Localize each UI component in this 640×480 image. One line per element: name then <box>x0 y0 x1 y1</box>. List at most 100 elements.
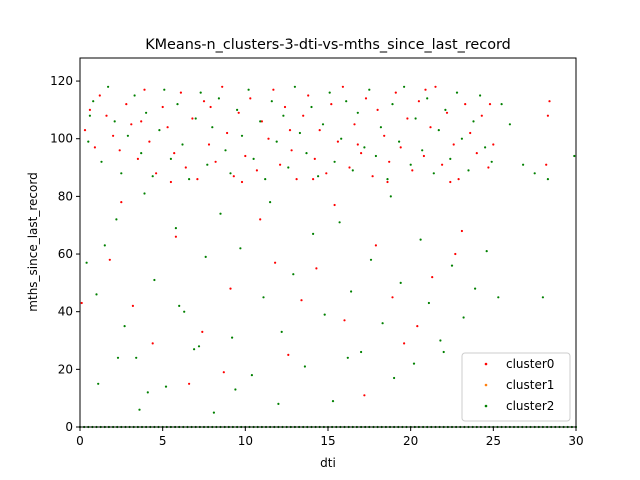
point-cluster0-63 <box>452 143 455 146</box>
point-cluster2-27 <box>252 157 255 160</box>
point-cluster0-31 <box>267 137 270 140</box>
point-cluster0-17 <box>184 166 187 169</box>
point-cluster2-106 <box>439 339 442 342</box>
y-tick-label: 60 <box>58 247 73 261</box>
point-cluster0-19 <box>196 178 199 181</box>
x-tick-label: 5 <box>159 434 167 448</box>
point-cluster0-9 <box>136 157 139 160</box>
point-cluster0-72 <box>312 178 315 181</box>
point-cluster2-104 <box>419 238 422 241</box>
legend-box <box>461 352 571 422</box>
point-cluster2-113 <box>522 163 525 166</box>
point-cluster0-0 <box>83 129 87 132</box>
point-cluster2-83 <box>212 411 215 414</box>
y-axis-label: mths_since_last_record <box>26 172 40 311</box>
point-cluster0-3 <box>98 94 101 97</box>
point-cluster2-99 <box>369 258 373 261</box>
y-axis: 0 20 40 60 80 100 120 <box>50 74 80 434</box>
point-cluster2-111 <box>497 296 500 299</box>
point-cluster0-32 <box>272 88 275 91</box>
y-tick-label: 40 <box>58 305 73 319</box>
point-cluster2-123 <box>234 388 237 391</box>
point-cluster0-35 <box>290 149 293 152</box>
point-cluster2-5 <box>120 172 123 175</box>
point-cluster2-90 <box>280 330 283 333</box>
point-cluster2-31 <box>275 140 278 143</box>
point-cluster2-19 <box>206 163 209 166</box>
point-cluster0-108 <box>391 296 394 299</box>
point-cluster2-11 <box>158 129 161 132</box>
y-tick-label: 0 <box>65 420 73 434</box>
point-cluster0-20 <box>202 100 206 103</box>
point-cluster2-44 <box>351 169 354 172</box>
point-cluster0-1 <box>88 108 91 111</box>
point-cluster2-82 <box>204 255 207 258</box>
point-cluster2-46 <box>363 146 366 149</box>
point-cluster0-13 <box>161 105 164 109</box>
point-cluster2-100 <box>381 322 384 325</box>
point-cluster0-43 <box>336 140 339 143</box>
point-cluster0-65 <box>464 103 467 106</box>
point-cluster2-65 <box>472 120 475 123</box>
point-cluster0-98 <box>454 252 457 256</box>
point-cluster0-54 <box>399 146 402 149</box>
point-cluster2-12 <box>163 88 166 91</box>
y-tick-label: 20 <box>58 362 73 376</box>
point-cluster0-67 <box>475 152 478 155</box>
point-cluster0-94 <box>222 371 225 374</box>
point-cluster2-81 <box>193 348 196 351</box>
point-cluster2-21 <box>217 97 220 100</box>
point-cluster2-32 <box>282 114 285 117</box>
point-cluster2-59 <box>437 129 440 132</box>
legend-label-cluster1: cluster1 <box>506 378 554 392</box>
point-cluster2-53 <box>403 85 406 88</box>
legend: cluster0 cluster1 cluster2 <box>461 352 571 422</box>
point-cluster2-13 <box>169 157 172 160</box>
point-cluster2-95 <box>331 400 335 403</box>
point-cluster0-26 <box>237 111 240 114</box>
point-cluster2-98 <box>360 350 363 354</box>
point-cluster0-59 <box>429 126 432 129</box>
point-cluster0-11 <box>148 140 151 143</box>
point-cluster2-91 <box>292 273 295 276</box>
point-cluster0-79 <box>140 120 143 123</box>
point-cluster0-15 <box>173 152 176 155</box>
point-cluster0-61 <box>441 163 444 166</box>
point-cluster0-44 <box>341 85 344 88</box>
point-cluster0-27 <box>244 154 247 158</box>
point-cluster2-34 <box>293 85 296 88</box>
y-tick-label: 100 <box>50 132 73 146</box>
point-cluster2-26 <box>247 88 250 91</box>
point-cluster0-106 <box>188 382 191 385</box>
point-cluster2-45 <box>356 111 359 114</box>
point-cluster2-114 <box>533 172 536 175</box>
point-cluster2-89 <box>269 201 272 204</box>
point-cluster0-46 <box>353 123 356 126</box>
point-cluster0-12 <box>155 172 158 175</box>
y-tick-label: 80 <box>58 189 73 203</box>
legend-label-cluster0: cluster0 <box>506 357 554 371</box>
point-cluster2-7 <box>133 94 136 97</box>
point-cluster2-43 <box>345 100 348 103</box>
point-cluster2-4 <box>113 120 116 123</box>
point-cluster0-21 <box>207 143 211 146</box>
point-cluster2-73 <box>115 218 118 221</box>
point-cluster0-73 <box>386 180 389 184</box>
point-cluster2-118 <box>88 114 91 117</box>
point-cluster0-74 <box>449 180 452 184</box>
point-cluster0-42 <box>330 103 333 106</box>
point-cluster0-56 <box>411 169 414 172</box>
point-cluster2-126 <box>393 376 396 380</box>
point-cluster2-50 <box>386 178 389 181</box>
y-tick-label: 120 <box>50 74 73 88</box>
point-cluster0-60 <box>434 85 437 88</box>
point-cluster0-95 <box>300 299 303 302</box>
point-cluster0-45 <box>348 166 351 169</box>
point-cluster0-4 <box>105 114 108 117</box>
point-cluster2-37 <box>310 105 313 109</box>
point-cluster0-81 <box>131 304 134 307</box>
x-tick-label: 15 <box>320 434 335 448</box>
point-cluster0-105 <box>80 301 83 305</box>
point-cluster2-78 <box>164 385 168 388</box>
